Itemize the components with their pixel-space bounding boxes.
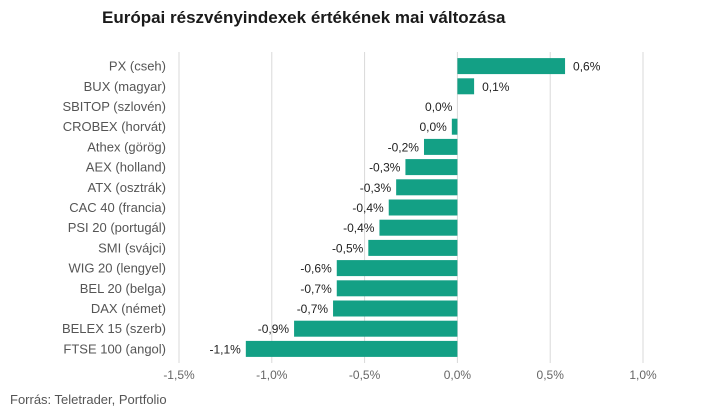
value-label: -0,7% — [297, 302, 329, 316]
x-tick-label: 1,0% — [629, 368, 657, 382]
value-label: -0,4% — [352, 201, 384, 215]
bar — [333, 300, 458, 317]
bar — [379, 219, 458, 236]
value-label: 0,6% — [573, 60, 601, 74]
chart-title: Európai részvényindexek értékének mai vá… — [102, 8, 506, 27]
value-labels: 0,6% 0,1% 0,0% 0,0% -0,2% -0,3% -0,3% -0,4% -0,4… — [209, 60, 600, 357]
bar — [336, 260, 458, 277]
bar — [368, 239, 458, 256]
value-label: -0,5% — [332, 241, 364, 255]
bar — [423, 138, 458, 155]
x-tick-label: -1,0% — [256, 368, 288, 382]
category-label: DAX (német) — [91, 301, 166, 316]
x-tick-label: -0,5% — [349, 368, 381, 382]
value-label: -0,3% — [369, 161, 401, 175]
bar — [457, 78, 475, 95]
x-tick-label: 0,0% — [444, 368, 472, 382]
x-tick-label: -1,5% — [163, 368, 195, 382]
value-label: -0,6% — [300, 262, 332, 276]
x-axis-ticks: -1,5% -1,0% -0,5% 0,0% 0,5% 1,0% — [163, 368, 657, 382]
category-label: CAC 40 (francia) — [69, 200, 166, 215]
category-labels: PX (cseh) BUX (magyar) SBITOP (szlovén) CRO… — [62, 59, 166, 357]
bar — [388, 199, 458, 216]
category-label: BUX (magyar) — [84, 79, 166, 94]
category-label: SBITOP (szlovén) — [62, 99, 166, 114]
bar — [396, 179, 458, 196]
category-label: Athex (görög) — [87, 139, 166, 154]
bar — [336, 280, 458, 297]
category-label: BEL 20 (belga) — [80, 281, 166, 296]
bar — [294, 320, 458, 337]
bar — [245, 340, 458, 357]
category-label: FTSE 100 (angol) — [63, 341, 166, 356]
value-label: -0,7% — [300, 282, 332, 296]
category-label: WIG 20 (lengyel) — [68, 261, 166, 276]
category-label: PSI 20 (portugál) — [68, 220, 166, 235]
category-label: AEX (holland) — [86, 160, 166, 175]
category-label: SMI (svájci) — [98, 240, 166, 255]
value-label: -0,3% — [360, 181, 392, 195]
category-label: CROBEX (horvát) — [63, 119, 166, 134]
value-label: 0,1% — [482, 80, 510, 94]
source-note: Forrás: Teletrader, Portfolio — [10, 392, 167, 407]
value-label: 0,0% — [425, 100, 453, 114]
bar — [405, 159, 458, 176]
value-label: -1,1% — [209, 342, 241, 356]
category-label: ATX (osztrák) — [88, 180, 167, 195]
value-label: -0,9% — [258, 322, 290, 336]
category-label: BELEX 15 (szerb) — [62, 321, 166, 336]
value-label: -0,2% — [388, 140, 420, 154]
bar — [451, 118, 458, 135]
bars — [245, 58, 566, 357]
value-label: 0,0% — [419, 120, 447, 134]
x-tick-label: 0,5% — [537, 368, 565, 382]
bar — [457, 58, 566, 75]
value-label: -0,4% — [343, 221, 375, 235]
category-label: PX (cseh) — [109, 59, 166, 74]
